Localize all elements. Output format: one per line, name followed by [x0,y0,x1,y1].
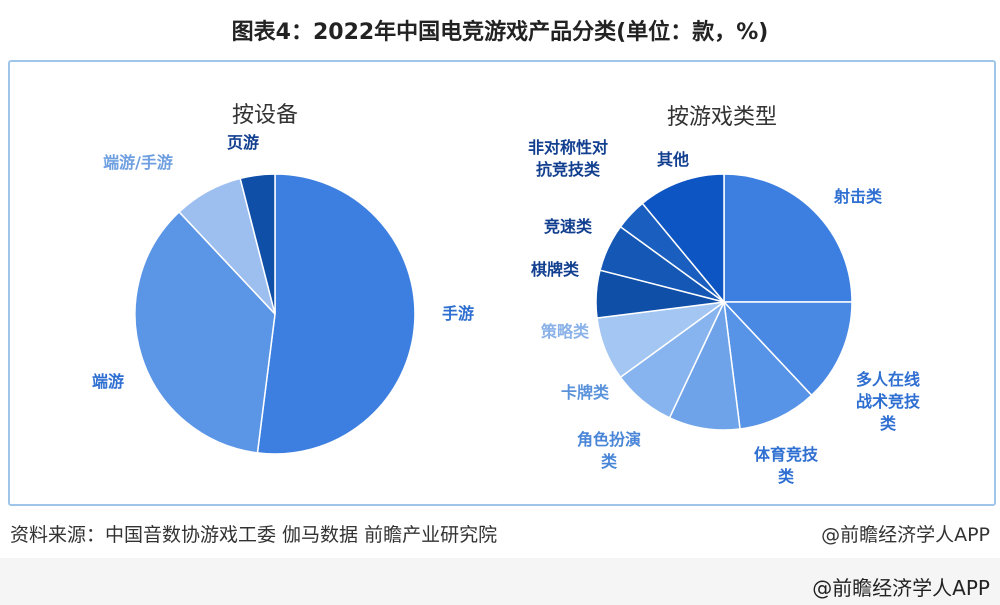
slice-label: 策略类 [540,322,590,341]
pie-slice [641,173,725,305]
pie-slice [722,301,853,397]
slice-label: 卡牌类 [561,383,610,402]
slice-label: 体育竞技类 [754,445,819,486]
pie-slice [134,210,276,454]
source-note: 资料来源：中国音数协游戏工委 伽马数据 前瞻产业研究院 [10,524,498,546]
slice-label: 棋牌类 [531,260,580,279]
chart-title: 图表4：2022年中国电竞游戏产品分类(单位：款，%) [231,20,769,45]
slice-label: 角色扮演类 [577,430,641,471]
slice-label: 射击类 [833,187,883,206]
bottom-brand-label: @前瞻经济学人APP [812,576,990,600]
slice-label: 非对称性对抗竞技类 [528,138,608,179]
pie-title: 按游戏类型 [667,105,777,130]
slice-label: 页游 [227,133,259,152]
slice-label: 竞速类 [544,217,593,236]
pie-title: 按设备 [232,103,298,128]
slice-label: 手游 [442,304,474,323]
bottom-bar [0,558,1000,605]
pie-slice [256,173,416,455]
chart-panel: 按设备手游端游 端游/手游 页游 按游戏类型射击类多人在线战术竞技类 体育竞技类 角色扮… [8,60,996,506]
pie-slice [239,173,276,315]
pie-slice [722,299,813,430]
slice-label: 多人在线战术竞技类 [856,370,921,433]
slice-label: 端游 [92,372,124,391]
brand-label: @前瞻经济学人APP [821,524,990,546]
slice-label: 其他 [657,150,689,169]
pie-slice [723,173,853,303]
slice-label: 端游/手游 [103,153,173,172]
